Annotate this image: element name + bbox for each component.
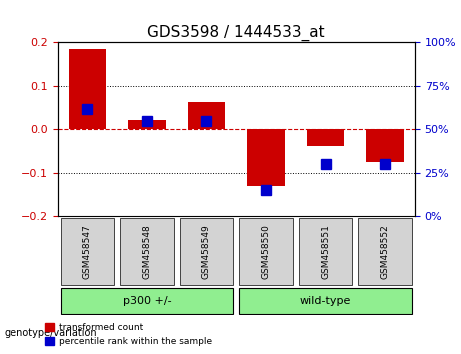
Text: GSM458547: GSM458547 — [83, 224, 92, 279]
FancyBboxPatch shape — [60, 218, 114, 285]
Text: GSM458552: GSM458552 — [381, 224, 390, 279]
Bar — [128, 120, 165, 130]
Text: GSM458551: GSM458551 — [321, 224, 330, 279]
Title: GDS3598 / 1444533_at: GDS3598 / 1444533_at — [148, 25, 325, 41]
Text: GSM458548: GSM458548 — [142, 224, 152, 279]
Text: genotype/variation: genotype/variation — [5, 328, 97, 338]
FancyBboxPatch shape — [120, 218, 174, 285]
Legend: transformed count, percentile rank within the sample: transformed count, percentile rank withi… — [41, 320, 215, 349]
Bar — [247, 130, 285, 186]
FancyBboxPatch shape — [358, 218, 412, 285]
FancyBboxPatch shape — [180, 218, 233, 285]
Text: GSM458550: GSM458550 — [261, 224, 271, 279]
FancyBboxPatch shape — [239, 218, 293, 285]
FancyBboxPatch shape — [299, 218, 352, 285]
Bar — [366, 130, 404, 162]
Text: GSM458549: GSM458549 — [202, 224, 211, 279]
FancyBboxPatch shape — [239, 287, 412, 314]
Text: p300 +/-: p300 +/- — [123, 296, 171, 306]
Bar — [188, 102, 225, 130]
Text: wild-type: wild-type — [300, 296, 351, 306]
Bar — [69, 49, 106, 130]
Bar — [307, 130, 344, 146]
FancyBboxPatch shape — [60, 287, 233, 314]
